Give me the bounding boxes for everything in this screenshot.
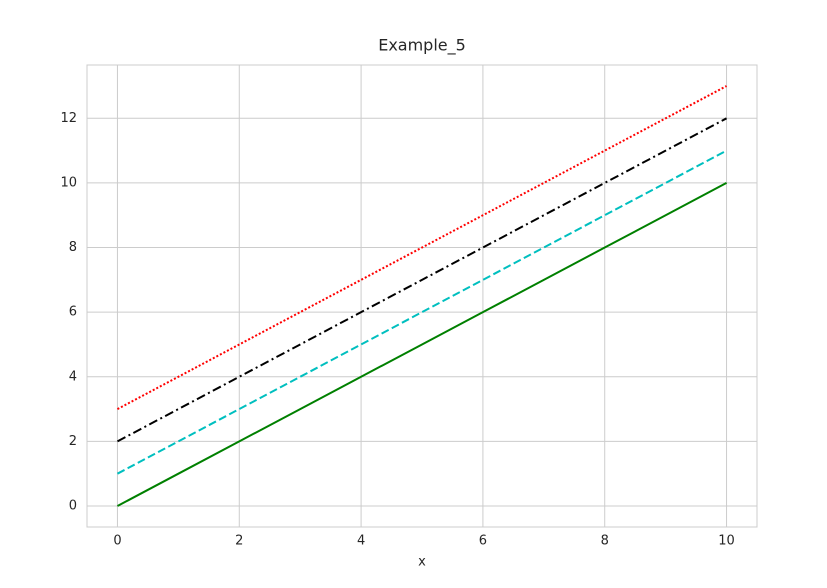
y-tick-label: 0 xyxy=(69,499,77,514)
plot-frame xyxy=(86,64,758,528)
series-line xyxy=(116,85,728,410)
y-tick-label: 4 xyxy=(69,369,77,384)
series-line xyxy=(116,117,728,443)
x-tick-label: 8 xyxy=(601,534,609,549)
chart-title: Example_5 xyxy=(378,36,466,56)
y-tick-label: 8 xyxy=(69,240,77,255)
y-tick-label: 2 xyxy=(69,434,77,449)
x-tick-label: 0 xyxy=(113,534,121,549)
x-tick-label: 6 xyxy=(479,534,487,549)
x-tick-label: 10 xyxy=(718,534,735,549)
y-tick-label: 10 xyxy=(60,175,77,190)
y-tick-label: 6 xyxy=(69,305,77,320)
y-tick-label: 12 xyxy=(60,111,77,126)
series-line xyxy=(116,182,728,507)
x-tick-label: 2 xyxy=(235,534,243,549)
x-tick-label: 4 xyxy=(357,534,365,549)
x-axis-label: x xyxy=(418,555,426,570)
